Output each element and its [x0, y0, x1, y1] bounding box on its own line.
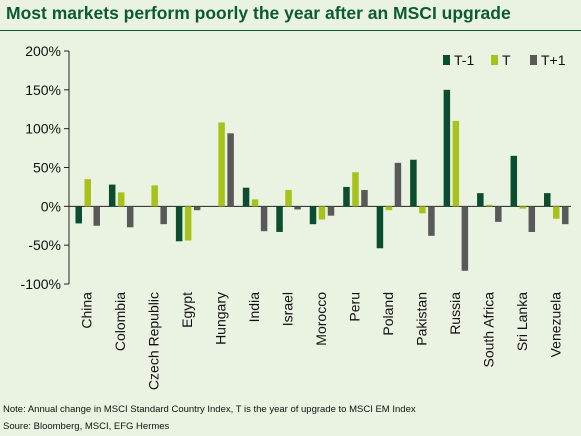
bar-tplus1-china: [93, 206, 100, 226]
category-label: Hungary: [213, 292, 229, 345]
bar-t-1-pakistan: [410, 159, 417, 207]
bar-t-1-sri-lanka: [510, 155, 518, 207]
bar-t-israel: [285, 190, 292, 207]
bar-tplus1-israel: [294, 206, 301, 210]
category-label: Poland: [380, 292, 396, 336]
y-tick-label: 150%: [25, 82, 61, 98]
bar-t-hungary: [218, 122, 225, 207]
category-label: Egypt: [179, 292, 195, 328]
legend-swatch-t-1: [443, 55, 450, 65]
legend-swatch-t: [491, 55, 498, 65]
bar-t-1-venezuela: [544, 193, 551, 207]
bar-t-poland: [385, 206, 393, 211]
bar-t-china: [84, 179, 91, 207]
chart-title: Most markets perform poorly the year aft…: [6, 3, 511, 23]
category-label: India: [246, 292, 262, 323]
category-label: Venezuela: [547, 292, 563, 358]
legend-label: T: [502, 52, 511, 68]
bar-t-south-africa: [486, 204, 493, 207]
y-tick-label: 100%: [25, 121, 61, 137]
bar-t-1-south-africa: [477, 193, 484, 207]
bar-t-1-peru: [343, 186, 350, 207]
bar-t-1-morocco: [309, 206, 317, 225]
footnote: Note: Annual change in MSCI Standard Cou…: [3, 404, 416, 415]
category-label: Pakistan: [413, 292, 429, 346]
category-label: Israel: [280, 292, 296, 326]
category-label: China: [79, 292, 95, 329]
bar-tplus1-russia: [461, 206, 469, 271]
category-label: Morocco: [313, 292, 329, 346]
legend-label: T-1: [454, 52, 474, 68]
bar-t-1-russia: [443, 89, 451, 207]
bar-t-czech-republic: [151, 185, 158, 207]
category-label: Peru: [346, 292, 362, 322]
bar-t-egypt: [184, 206, 192, 241]
legend-label: T+1: [541, 52, 566, 68]
bar-t-pakistan: [419, 206, 426, 214]
bar-chart: -100% -50% 0% 50% 100% 150% 200% China Colombia C…: [21, 43, 571, 390]
category-label: Colombia: [112, 292, 128, 351]
y-tick-label: 0%: [41, 198, 61, 214]
category-label: Sri Lanka: [514, 292, 530, 351]
bar-tplus1-morocco: [327, 206, 335, 216]
bar-t-1-colombia: [108, 184, 116, 207]
bar-tplus1-peru: [361, 190, 368, 207]
bar-tplus1-hungary: [227, 133, 234, 207]
bar-t-1-china: [75, 206, 82, 224]
bar-tplus1-poland: [394, 162, 402, 207]
bar-t-1-poland: [376, 206, 384, 249]
bar-tplus1-czech-republic: [160, 206, 167, 225]
y-tick-label: 200%: [25, 43, 61, 59]
bar-t-venezuela: [553, 206, 560, 219]
source-note: Soure: Bloomberg, MSCI, EFG Hermes: [3, 421, 170, 432]
category-label: South Africa: [480, 292, 496, 368]
bar-tplus1-egypt: [193, 206, 201, 211]
bar-t-sri-lanka: [519, 206, 527, 209]
bar-tplus1-venezuela: [562, 206, 569, 225]
bar-tplus1-india: [260, 206, 268, 232]
category-label: Russia: [447, 292, 463, 335]
category-label: Czech Republic: [146, 292, 162, 390]
bar-t-1-israel: [276, 206, 283, 232]
bar-t-india: [251, 199, 259, 207]
bar-tplus1-pakistan: [428, 206, 435, 236]
bar-t-morocco: [318, 206, 326, 220]
bar-t-1-egypt: [175, 206, 183, 242]
title-divider: [0, 30, 581, 31]
y-tick-label: 50%: [33, 160, 61, 176]
bar-tplus1-colombia: [126, 206, 134, 228]
y-tick-label: -100%: [21, 276, 61, 292]
legend-swatch-tplus1: [530, 55, 537, 65]
bar-t-peru: [352, 172, 359, 207]
bar-t-russia: [452, 120, 460, 207]
bar-tplus1-sri-lanka: [528, 206, 536, 232]
y-tick-label: -50%: [28, 237, 61, 253]
bar-tplus1-south-africa: [495, 206, 502, 222]
bar-t-colombia: [117, 192, 125, 207]
bar-t-1-india: [242, 187, 250, 207]
